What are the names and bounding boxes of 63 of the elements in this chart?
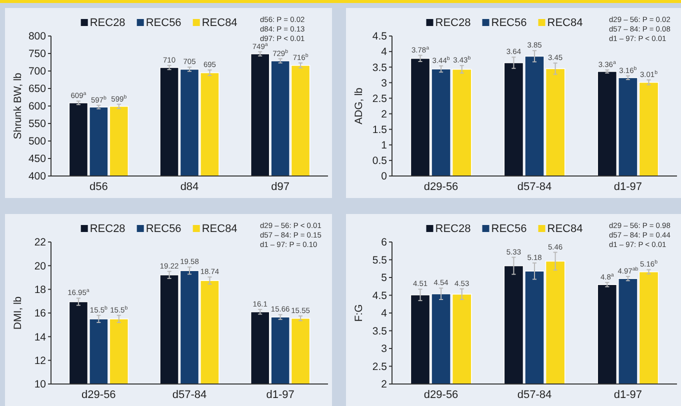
y-tick-label: 500 (28, 136, 46, 148)
y-tick-label: 3 (381, 343, 388, 356)
y-axis-title: F:G (353, 304, 365, 322)
y-tick-label: 3.5 (372, 325, 388, 338)
x-tick-label: d1-97 (266, 389, 294, 401)
y-tick-label: 550 (28, 118, 46, 130)
y-tick-label: 10 (34, 378, 46, 391)
x-tick-label: d29-56 (82, 389, 116, 401)
y-tick-label: 700 (28, 66, 46, 78)
x-tick-label: d29-56 (424, 389, 458, 401)
y-tick-label: 750 (28, 48, 46, 60)
y-tick-label: 12 (34, 355, 46, 368)
y-tick-label: 600 (28, 100, 46, 113)
legend-label: REC28 (435, 17, 471, 29)
y-tick-label: 16 (34, 308, 46, 320)
y-tick-label: 6 (381, 236, 388, 249)
x-tick-label: d97 (271, 181, 290, 193)
y-tick-label: 4.5 (372, 290, 388, 302)
legend-label: REC56 (146, 17, 182, 29)
y-tick-label: 400 (28, 170, 46, 183)
legend-label: REC56 (146, 223, 182, 235)
y-tick-label: 5 (381, 272, 388, 284)
legend-label: REC84 (547, 223, 583, 235)
y-tick-label: 2 (381, 378, 388, 391)
legend-label: REC28 (90, 17, 126, 29)
y-axis-title: Shrunk BW, lb (12, 72, 24, 140)
legend-label: REC56 (491, 223, 527, 235)
y-tick-label: 1 (381, 140, 388, 152)
y-tick-label: 20 (34, 260, 46, 272)
legend-label: REC56 (491, 17, 527, 29)
y-axis-title: ADG, lb (353, 87, 365, 124)
y-tick-label: 0 (381, 170, 388, 183)
x-tick-label: d1-97 (614, 181, 642, 193)
legend-label: REC28 (90, 223, 126, 235)
y-tick-label: 5.5 (372, 254, 388, 266)
y-tick-label: 4 (381, 46, 388, 58)
x-tick-label: d29-56 (424, 181, 458, 193)
y-tick-label: 2.5 (372, 92, 388, 105)
y-tick-label: 2.5 (372, 360, 388, 373)
y-tick-label: 4 (381, 308, 388, 320)
y-tick-label: 450 (28, 153, 46, 166)
y-tick-label: 1.5 (372, 124, 388, 136)
x-tick-label: d84 (180, 181, 199, 193)
y-tick-label: 22 (34, 236, 46, 249)
legend-label: REC28 (435, 223, 471, 235)
x-tick-label: d57-84 (172, 389, 207, 401)
y-tick-label: 18 (34, 284, 46, 296)
y-axis-title: DMI, lb (12, 296, 24, 330)
x-tick-label: d57-84 (517, 389, 552, 401)
y-tick-label: 0.5 (372, 155, 388, 168)
x-tick-label: d56 (90, 181, 108, 193)
legend-label: REC84 (202, 17, 238, 29)
y-tick-label: 14 (34, 331, 46, 344)
y-tick-label: 4.5 (372, 30, 388, 43)
y-tick-label: 2 (381, 108, 388, 120)
y-tick-label: 3 (381, 77, 388, 90)
y-tick-label: 650 (28, 83, 46, 96)
legend-label: REC84 (547, 17, 583, 29)
legend-label: REC84 (202, 223, 238, 235)
x-tick-label: d1-97 (614, 389, 642, 401)
y-tick-label: 800 (28, 30, 46, 43)
y-tick-label: 3.5 (372, 62, 388, 74)
x-tick-label: d57-84 (517, 181, 552, 193)
